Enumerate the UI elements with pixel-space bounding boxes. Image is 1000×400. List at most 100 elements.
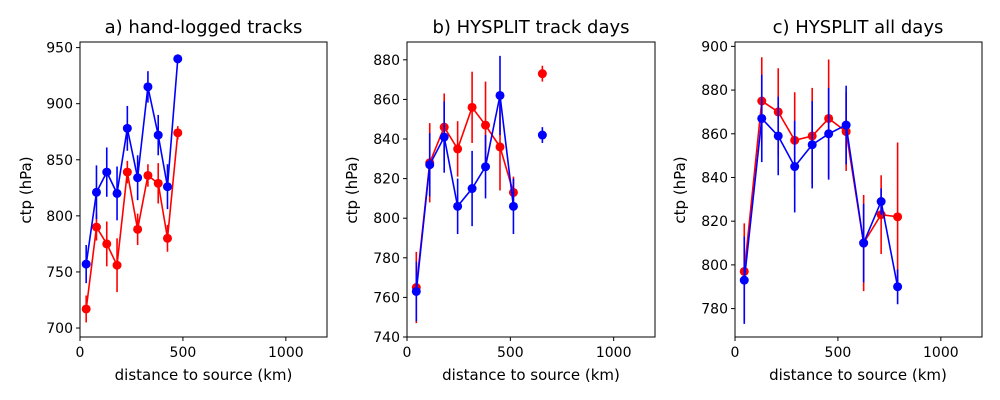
data-point <box>739 275 749 285</box>
data-point <box>453 201 463 211</box>
panel-a-xticks: 0 500 1000 <box>76 337 304 361</box>
panel-a-xlabel: distance to source (km) <box>115 366 293 384</box>
data-point <box>807 140 817 150</box>
data-point <box>537 69 547 79</box>
panel-c-series-red <box>739 57 903 320</box>
data-point <box>495 142 505 152</box>
panel-b-yticks: 740 760 780 800 820 840 860 880 <box>373 53 407 346</box>
panel-c-xlabel: distance to source (km) <box>769 366 947 384</box>
data-point <box>893 282 903 292</box>
series-line <box>85 132 179 310</box>
data-point <box>102 167 112 177</box>
panel-a-ytick-label: 800 <box>46 209 73 225</box>
panel-b-ytick-label: 760 <box>373 290 400 306</box>
panel-c-xtick-label: 500 <box>825 345 852 361</box>
data-point <box>133 224 143 234</box>
data-point <box>453 144 463 154</box>
panel-c-ytick-label: 840 <box>701 170 728 186</box>
panel-c-ytick-label: 860 <box>701 127 728 143</box>
data-point <box>133 173 143 183</box>
panel-a: a) hand-logged tracks distance to source… <box>17 17 328 384</box>
panel-b-xticks: 0 500 1000 <box>403 337 632 361</box>
data-point <box>537 130 547 140</box>
data-point <box>757 113 767 123</box>
panel-b-series-red-isolated <box>537 65 547 82</box>
data-point <box>893 212 903 222</box>
panel-a-frame <box>79 41 328 338</box>
panel-c-ylabel: ctp (hPa) <box>671 156 689 223</box>
series-line <box>85 58 179 265</box>
panel-b-ylabel: ctp (hPa) <box>343 156 361 223</box>
panel-c-series-blue <box>739 74 903 324</box>
data-point <box>173 54 183 64</box>
data-point <box>508 201 518 211</box>
panel-b-plot <box>411 55 547 324</box>
data-point <box>162 182 172 192</box>
panel-a-ytick-label: 700 <box>46 321 73 337</box>
data-point <box>467 102 477 112</box>
panel-a-yticks: 700 750 800 850 900 950 <box>46 41 80 337</box>
data-point <box>122 123 132 133</box>
panel-c-ytick-label: 900 <box>701 39 728 55</box>
panel-a-xtick-label: 1000 <box>268 345 304 361</box>
data-point <box>91 222 101 232</box>
series-line <box>743 116 899 287</box>
data-point <box>859 238 869 248</box>
panel-b-ytick-label: 860 <box>373 92 400 108</box>
panel-b-xtick-label: 500 <box>497 345 524 361</box>
data-point <box>467 184 477 194</box>
data-point <box>173 128 183 138</box>
data-point <box>153 130 163 140</box>
panel-a-series-red <box>81 126 183 323</box>
data-point <box>425 160 435 170</box>
panel-b: b) HYSPLIT track days distance to source… <box>343 17 656 384</box>
panel-c-xtick-label: 0 <box>731 345 740 361</box>
panel-b-ytick-label: 840 <box>373 132 400 148</box>
data-point <box>495 90 505 100</box>
data-point <box>112 188 122 198</box>
panel-a-ytick-label: 850 <box>46 153 73 169</box>
series-line <box>415 95 515 292</box>
panel-b-ytick-label: 880 <box>373 53 400 69</box>
panel-a-xtick-label: 500 <box>170 345 197 361</box>
panel-c-ytick-label: 780 <box>701 302 728 318</box>
data-point <box>481 162 491 172</box>
data-point <box>143 82 153 92</box>
panel-b-xtick-label: 1000 <box>596 345 632 361</box>
panel-a-ytick-label: 750 <box>46 265 73 281</box>
data-point <box>81 304 91 314</box>
panel-c-plot <box>739 57 903 324</box>
data-point <box>81 259 91 269</box>
series-line <box>743 99 898 272</box>
data-point <box>841 120 851 130</box>
panel-c-frame <box>734 41 983 338</box>
data-point <box>91 187 101 197</box>
panel-a-plot <box>81 54 183 323</box>
panel-b-ytick-label: 780 <box>373 251 400 267</box>
panel-b-xlabel: distance to source (km) <box>442 366 620 384</box>
panel-a-ylabel: ctp (hPa) <box>17 156 35 223</box>
panel-a-series-blue <box>81 54 183 284</box>
data-point <box>153 178 163 188</box>
data-point <box>790 162 800 172</box>
panel-b-frame <box>406 41 656 338</box>
panel-c-yticks: 780 800 820 840 860 880 900 <box>701 39 735 318</box>
panel-b-series-blue-isolated <box>537 127 547 143</box>
panel-a-title: a) hand-logged tracks <box>105 17 303 38</box>
panel-b-title: b) HYSPLIT track days <box>432 17 629 38</box>
panel-c: c) HYSPLIT all days distance to source (… <box>671 17 983 384</box>
panel-c-xtick-label: 1000 <box>923 345 959 361</box>
data-point <box>773 131 783 141</box>
panel-c-ytick-label: 820 <box>701 214 728 230</box>
panel-c-title: c) HYSPLIT all days <box>773 17 944 38</box>
panel-c-ytick-label: 800 <box>701 258 728 274</box>
data-point <box>112 260 122 270</box>
data-point <box>143 170 153 180</box>
data-point <box>102 239 112 249</box>
data-point <box>824 129 834 139</box>
panel-b-ytick-label: 820 <box>373 172 400 188</box>
panel-a-xtick-label: 0 <box>76 345 85 361</box>
data-point <box>162 233 172 243</box>
data-point <box>876 197 886 207</box>
